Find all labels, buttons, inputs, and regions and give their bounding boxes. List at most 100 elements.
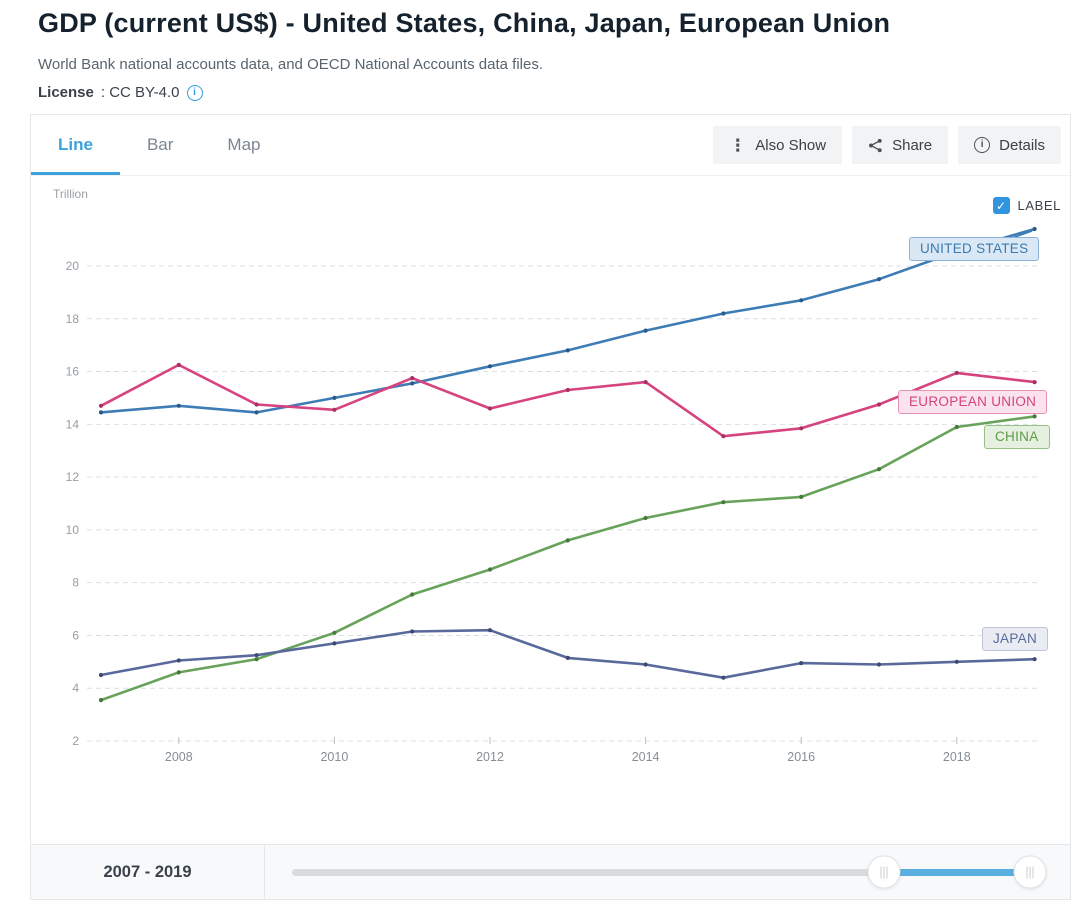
data-point (876, 277, 882, 282)
x-tick-label: 2008 (165, 750, 193, 764)
time-range-slider (265, 845, 1070, 899)
data-point (176, 670, 181, 675)
data-point (332, 407, 337, 412)
label-toggle[interactable]: LABEL (992, 197, 1061, 214)
also-show-button[interactable]: ⋮ Also Show (713, 126, 843, 164)
time-range-label: 2007 - 2019 (31, 845, 265, 899)
share-icon (869, 138, 882, 152)
details-label: Details (999, 136, 1045, 154)
data-point (176, 362, 181, 367)
data-point (954, 424, 959, 430)
chart-area: 2 4 6 8 10 12 14 16 18 20 2008 2010 2012 2014 2016 2018… (31, 176, 1070, 844)
y-tick-label: 14 (66, 417, 80, 431)
data-point (799, 494, 804, 499)
data-point (721, 675, 726, 680)
data-point (487, 406, 493, 411)
tab-map[interactable]: Map (227, 135, 261, 154)
data-point (254, 410, 259, 415)
data-point (1032, 226, 1037, 232)
license-info-icon[interactable] (186, 84, 203, 101)
data-point (643, 662, 648, 667)
y-tick-label: 18 (66, 312, 80, 326)
more-vertical-icon: ⋮ (729, 135, 747, 155)
line-european-union (98, 362, 1037, 439)
data-point (954, 370, 959, 375)
data-point (254, 653, 259, 658)
license-label: License (38, 84, 94, 101)
y-axis-unit-label: Trillion (53, 187, 88, 201)
line-china (98, 414, 1037, 703)
x-tick-label: 2014 (632, 750, 660, 764)
data-point (721, 434, 726, 439)
slider-handle-right[interactable] (1013, 855, 1047, 889)
y-tick-label: 6 (72, 628, 79, 642)
data-point (1032, 380, 1037, 385)
x-tick-label: 2018 (943, 750, 971, 764)
slider-selected-range[interactable] (884, 868, 1031, 876)
grip-icon (883, 866, 885, 878)
data-point (565, 348, 570, 353)
license-row: License : CC BY-4.0 (38, 84, 1042, 101)
chart-toolbar: ⋮ Also Show Share Details (713, 115, 1070, 175)
data-point (954, 659, 959, 664)
label-checkbox[interactable] (992, 197, 1010, 214)
line-united-states (98, 226, 1037, 415)
data-point (799, 426, 804, 431)
data-point (176, 403, 181, 408)
also-show-label: Also Show (755, 136, 827, 154)
data-point (98, 672, 104, 678)
share-button[interactable]: Share (852, 126, 949, 164)
y-tick-label: 20 (66, 259, 80, 273)
data-point (643, 380, 648, 385)
series-label-china[interactable]: CHINA (984, 425, 1050, 449)
data-point (799, 298, 804, 303)
data-point (410, 629, 415, 634)
page-subtitle: World Bank national accounts data, and O… (38, 56, 544, 73)
data-point (565, 655, 570, 660)
data-point (98, 410, 104, 415)
x-tick-label: 2010 (320, 750, 348, 764)
data-point (721, 500, 726, 505)
x-axis: 2008 2010 2012 2014 2016 2018 (165, 737, 971, 764)
slider-handle-left[interactable] (867, 855, 901, 889)
data-point (643, 515, 648, 521)
data-point (487, 628, 493, 633)
data-point (332, 630, 337, 635)
data-point (487, 364, 493, 369)
data-point (98, 403, 104, 408)
gridlines: 2 4 6 8 10 12 14 16 18 20 (66, 259, 1041, 748)
series-label-japan[interactable]: JAPAN (982, 627, 1049, 651)
data-point (332, 641, 337, 646)
share-label: Share (892, 136, 933, 154)
data-point (565, 387, 570, 393)
data-point (254, 402, 259, 407)
y-tick-label: 4 (72, 681, 79, 695)
details-button[interactable]: Details (958, 126, 1061, 164)
data-point (410, 592, 415, 597)
series-label-united-states[interactable]: UNITED STATES (909, 237, 1040, 261)
y-tick-label: 12 (66, 470, 80, 484)
y-tick-label: 10 (66, 523, 80, 537)
info-icon (974, 137, 991, 153)
data-point (410, 381, 415, 386)
page-header: GDP (current US$) - United States, China… (0, 0, 1080, 101)
chart-svg[interactable]: 2 4 6 8 10 12 14 16 18 20 2008 2010 2012 2014 2016 2018 (31, 176, 1070, 788)
data-point (876, 402, 882, 407)
tab-bar-chart[interactable]: Bar (146, 135, 174, 154)
tab-line[interactable]: Line (31, 115, 120, 175)
time-range-bar: 2007 - 2019 (31, 844, 1070, 899)
grip-icon (1029, 866, 1031, 878)
data-point (876, 467, 882, 472)
series-label-european-union[interactable]: EUROPEAN UNION (898, 390, 1048, 414)
y-tick-label: 8 (72, 576, 79, 590)
x-tick-label: 2016 (787, 750, 815, 764)
data-point (410, 376, 415, 381)
data-point (799, 661, 804, 666)
data-point (98, 698, 104, 703)
data-point (1032, 657, 1037, 662)
label-toggle-text: LABEL (1017, 198, 1061, 213)
data-point (876, 662, 882, 667)
line-japan (98, 628, 1037, 680)
slider-track[interactable] (292, 855, 1047, 889)
tab-bar: Line Bar Map ⋮ Also Show Share Details (31, 115, 1070, 176)
